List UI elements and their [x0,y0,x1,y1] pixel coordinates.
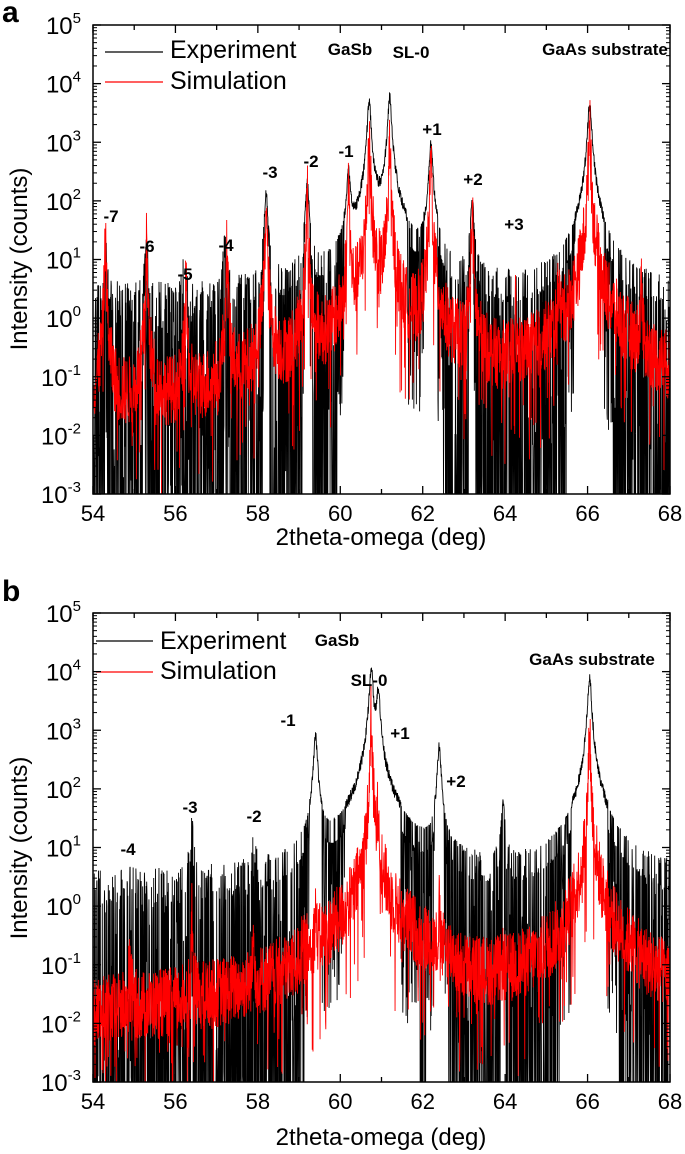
y-tick-label: 101 [46,833,81,863]
series-line-experiment [93,667,670,1082]
x-tick-label: 60 [328,1089,352,1114]
y-tick-label: 100 [46,303,81,333]
annotation: GaAs substrate [542,40,668,59]
legend-simulation-b: Simulation [160,657,277,685]
y-tick-label: 103 [46,715,81,745]
panel-label-a: a [2,0,19,29]
annotation: +3 [504,215,524,234]
annotation: +1 [422,120,442,139]
y-tick-label: 104 [46,69,81,99]
legend-simulation-a: Simulation [170,67,287,95]
y-tick-label: 10-3 [41,479,81,509]
legend-experiment-a: Experiment [170,36,297,64]
annotation: SL-0 [392,43,430,62]
y-tick-label: 10-2 [41,420,81,450]
annotation: -7 [103,207,119,226]
annotation: -2 [303,152,319,171]
x-tick-label: 58 [246,1089,270,1114]
x-tick-label: 58 [246,501,270,526]
x-tick-label: 62 [410,1089,434,1114]
plot-area [93,92,670,494]
annotation: -1 [338,142,354,161]
annotation: -1 [280,711,296,730]
x-tick-label: 56 [163,1089,187,1114]
y-tick-label: 102 [46,186,81,216]
annotation: +1 [390,724,410,743]
y-tick-label: 101 [46,245,81,275]
y-tick-label: 103 [46,127,81,157]
plot-area [93,667,670,1082]
x-tick-label: 68 [658,1089,682,1114]
y-axis-label-a: Intensity (counts) [6,167,33,351]
legend-experiment-b: Experiment [160,627,287,655]
series-line-simulation [93,685,670,1082]
annotation: +2 [463,170,483,189]
series-line-simulation [93,100,670,494]
x-tick-label: 66 [575,501,599,526]
y-tick-label: 10-1 [41,950,81,980]
y-tick-label: 105 [46,598,81,628]
panel-b: 54 56 58 60 62 64 66 68 10-3 10-2 10-1 100 101 102 103… [41,598,682,1114]
x-tick-label: 64 [493,1089,517,1114]
annotation: -3 [262,163,278,182]
x-tick-label: 68 [658,501,682,526]
annotation: -3 [182,798,198,817]
panel-label-b: b [2,575,21,608]
annotation: GaSb [314,631,360,650]
annotation: SL-0 [350,671,388,690]
annotation: -5 [177,265,193,284]
annotation: -4 [218,236,234,255]
annotation: GaAs substrate [529,650,655,669]
x-tick-label: 66 [575,1089,599,1114]
y-tick-label: 10-3 [41,1067,81,1097]
y-tick-label: 102 [46,774,81,804]
annotation: GaSb [327,40,373,59]
panel-a: 54 56 58 60 62 64 66 68 10-3 10-2 10-1 100 101 102 103… [41,10,682,526]
x-axis-label-b: 2theta-omega (deg) [275,1124,487,1151]
x-tick-label: 64 [493,501,517,526]
x-tick-label: 56 [163,501,187,526]
x-tick-label: 54 [81,501,105,526]
y-tick-label: 105 [46,10,81,40]
y-tick-label: 10-1 [41,362,81,392]
y-tick-label: 104 [46,657,81,687]
annotation: -4 [120,840,136,859]
y-tick-label: 10-2 [41,1008,81,1038]
y-axis-label-b: Intensity (counts) [6,756,33,940]
x-axis-label-a: 2theta-omega (deg) [275,524,487,551]
annotation: +2 [446,772,466,791]
x-tick-label: 54 [81,1089,105,1114]
annotation: -2 [246,807,262,826]
annotation: -6 [139,237,155,256]
y-tick-label: 100 [46,891,81,921]
x-tick-label: 62 [410,501,434,526]
x-tick-label: 60 [328,501,352,526]
